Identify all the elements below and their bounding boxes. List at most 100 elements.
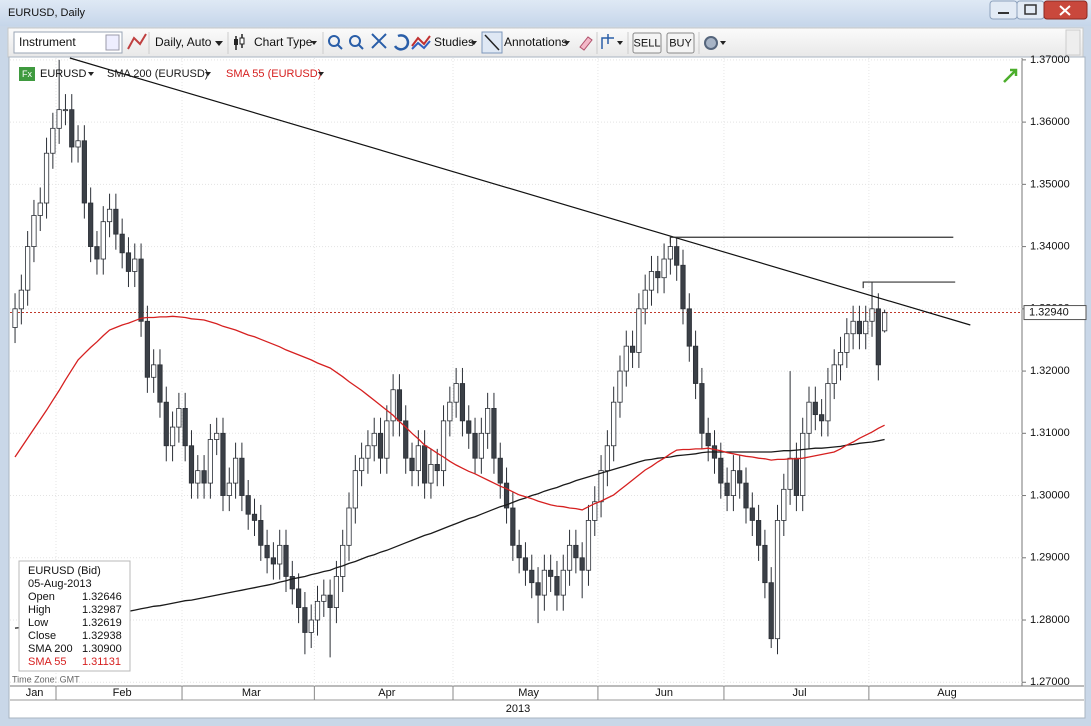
current-price-box xyxy=(1023,305,1087,321)
candle-body xyxy=(516,544,522,559)
info-date: 05-Aug-2013 xyxy=(28,578,92,590)
y-tick-label: 1.31000 xyxy=(1030,427,1070,439)
candle-body xyxy=(56,109,62,129)
zoom-in[interactable] xyxy=(328,35,340,47)
crosshair-icon[interactable] xyxy=(601,34,614,49)
candle-body xyxy=(478,432,484,459)
candle-body xyxy=(365,445,371,459)
candle-body xyxy=(869,308,875,322)
y-tick-label: 1.28000 xyxy=(1030,614,1070,626)
candle-body xyxy=(831,364,837,384)
candle-body xyxy=(636,308,642,353)
window-buttons[interactable] xyxy=(989,0,1088,20)
candle-body xyxy=(113,208,119,235)
candle-body xyxy=(390,389,396,422)
candle-body xyxy=(201,470,207,484)
candle-body xyxy=(119,233,125,254)
candle-body xyxy=(188,445,195,484)
candle-body xyxy=(875,308,881,366)
candle-body xyxy=(207,439,213,484)
candle-body xyxy=(340,544,346,577)
candle-body xyxy=(787,457,793,490)
year-label: 2013 xyxy=(506,703,530,715)
fit-icon[interactable] xyxy=(371,33,387,49)
candle-body xyxy=(617,370,623,403)
candle-body xyxy=(699,383,705,434)
candle-body xyxy=(485,408,491,434)
candle-body xyxy=(863,320,869,335)
candle-body xyxy=(680,264,686,310)
candle-body xyxy=(749,507,755,521)
info-label: Open xyxy=(28,591,55,603)
candle-body xyxy=(762,544,768,584)
info-value: 1.32646 xyxy=(82,591,122,603)
studies-menu[interactable]: Studies xyxy=(434,35,474,49)
candle-body xyxy=(270,557,276,565)
candle-body xyxy=(88,202,94,247)
info-value: 1.32619 xyxy=(82,617,122,629)
candle-body xyxy=(674,246,680,266)
legend-series[interactable]: SMA 200 (EURUSD) xyxy=(107,68,208,80)
candle-body xyxy=(352,470,358,509)
candle-body xyxy=(730,470,736,496)
candle-body xyxy=(163,401,169,447)
candle-body xyxy=(585,520,592,571)
candle-body xyxy=(629,345,636,353)
moving-average-line xyxy=(14,438,885,629)
horizontal-line xyxy=(862,281,956,289)
chart-type-menu[interactable]: Chart Type xyxy=(254,35,313,49)
sell-label: SELL xyxy=(634,37,661,49)
candle-body xyxy=(743,482,749,509)
candle-body xyxy=(850,320,856,335)
candle-body xyxy=(686,308,692,347)
maximize-button[interactable] xyxy=(1016,0,1045,20)
horizontal-line xyxy=(669,236,954,244)
sell-button[interactable] xyxy=(632,32,662,54)
settings-icon[interactable] xyxy=(704,36,718,50)
instrument-placeholder: Instrument xyxy=(19,35,76,49)
annotations-menu[interactable]: Annotations xyxy=(504,35,567,49)
legend-series[interactable]: SMA 55 (EURUSD) xyxy=(226,68,321,80)
candle-body xyxy=(195,470,201,484)
zoom-out[interactable] xyxy=(349,35,361,47)
candle-body xyxy=(346,507,352,546)
candle-body xyxy=(151,364,157,378)
candle-body xyxy=(579,557,585,571)
info-label: SMA 200 xyxy=(28,643,73,655)
candle-body xyxy=(277,544,283,565)
candle-body xyxy=(705,432,711,447)
y-tick-label: 1.37000 xyxy=(1030,54,1070,66)
candle-body xyxy=(453,383,459,403)
candle-body xyxy=(837,351,844,366)
candle-body xyxy=(667,246,673,260)
candle-body xyxy=(856,320,863,335)
candle-body xyxy=(264,544,270,559)
instrument-field[interactable] xyxy=(13,31,123,54)
candle-body xyxy=(176,408,182,428)
info-label: Low xyxy=(28,617,48,629)
eraser-icon[interactable] xyxy=(579,36,593,51)
buy-button[interactable] xyxy=(666,32,695,54)
candle-body xyxy=(314,600,321,621)
candle-body xyxy=(592,501,598,521)
candle-body xyxy=(308,619,314,633)
legend-instrument[interactable]: EURUSD xyxy=(40,68,87,80)
candle-body xyxy=(226,482,232,496)
candle-body xyxy=(69,109,75,148)
candle-body xyxy=(541,569,547,596)
x-tick-label: May xyxy=(518,687,539,699)
candle-body xyxy=(648,271,655,291)
indicator-icon[interactable] xyxy=(127,33,147,50)
info-label: High xyxy=(28,604,51,616)
minimize-button[interactable] xyxy=(989,0,1018,20)
candle-body xyxy=(289,576,295,590)
candle-body xyxy=(18,289,24,310)
candle-body xyxy=(793,457,800,496)
x-tick-label: Jan xyxy=(26,687,44,699)
refresh-icon[interactable] xyxy=(393,34,410,51)
candle-body xyxy=(819,414,825,422)
period-selector[interactable]: Daily, Auto xyxy=(155,35,212,49)
candle-body xyxy=(321,594,327,602)
info-value: 1.30900 xyxy=(82,643,122,655)
